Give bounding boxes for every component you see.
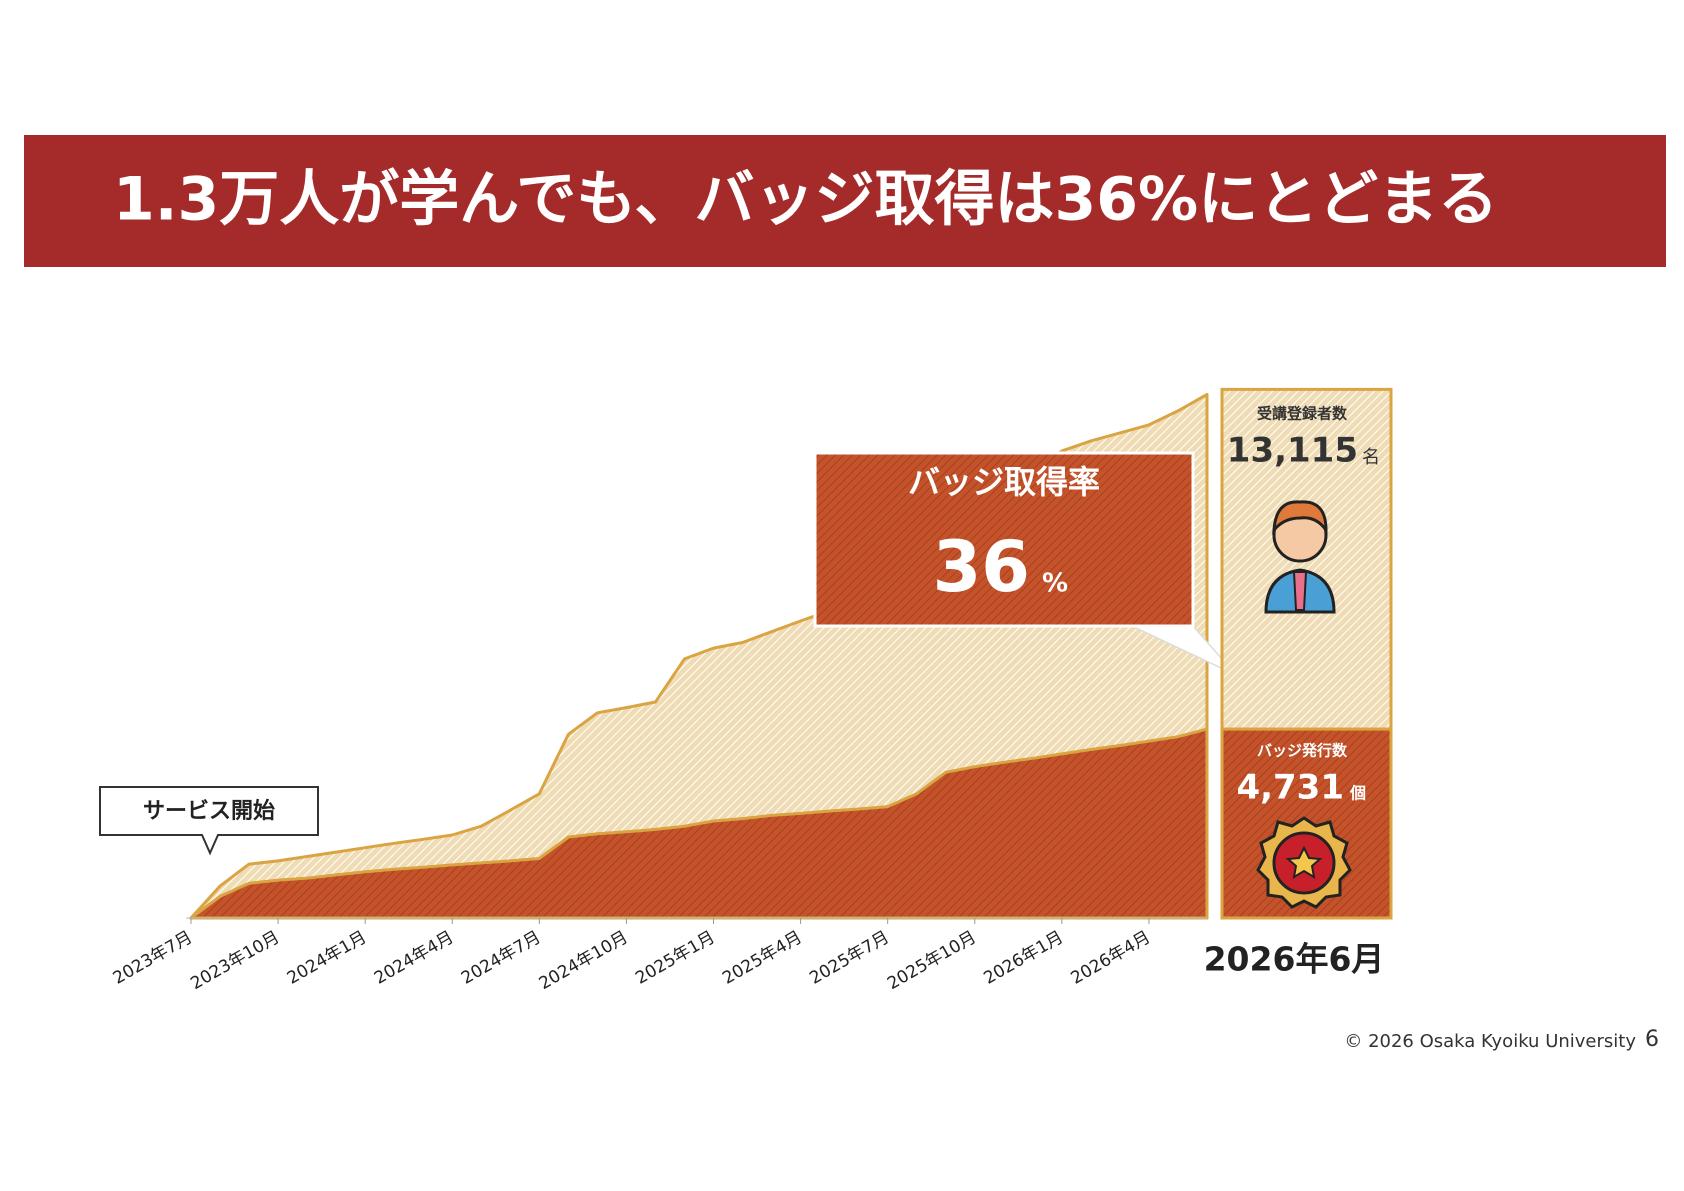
callout-label: バッジ取得率 <box>908 463 1100 501</box>
x-tick-label: 2024年1月 <box>284 927 370 988</box>
copyright: © 2026 Osaka Kyoiku University <box>1344 1031 1636 1052</box>
callout-box <box>813 451 1195 628</box>
enrolled-total: 13,115 <box>1227 431 1358 471</box>
x-tick-label: 2025年4月 <box>719 927 805 988</box>
title: 1.3万人が学んでも、バッジ取得は36%にとどまる <box>113 165 1498 235</box>
person-icon <box>1264 500 1336 614</box>
x-tick-label: 2023年7月 <box>110 927 196 988</box>
x-tick-label: 2025年10月 <box>884 927 980 994</box>
x-tick-label: 2024年10月 <box>536 927 632 994</box>
x-tick-label: 2024年4月 <box>371 927 457 988</box>
callout-value: 36 <box>933 526 1030 608</box>
x-tick-label: 2025年7月 <box>806 927 892 988</box>
annotation-text: サービス開始 <box>143 798 275 824</box>
x-tick-label: 2026年1月 <box>981 927 1067 988</box>
x-tick-label: 2023年10月 <box>187 927 283 994</box>
annotation: サービス開始 <box>99 786 319 856</box>
annotation-box <box>99 786 319 856</box>
callout-unit: % <box>1042 569 1068 599</box>
badges-unit: 個 <box>1349 784 1366 803</box>
x-tick-label: 2024年7月 <box>458 927 544 988</box>
badges-total: 4,731 <box>1236 768 1344 808</box>
medal-icon <box>1256 816 1352 909</box>
x-tick-label: 2025年1月 <box>632 927 718 988</box>
callout: バッジ取得率 36 % <box>813 451 1237 676</box>
end-date: 2026年6月 <box>1204 940 1385 979</box>
badges-label: バッジ発行数 <box>1257 742 1348 760</box>
x-tick-label: 2026年4月 <box>1068 927 1154 988</box>
enrolled-unit: 名 <box>1362 447 1380 468</box>
page-number: 6 <box>1645 1027 1659 1052</box>
area <box>189 727 1209 920</box>
enrolled-label: 受講登録者数 <box>1257 405 1348 423</box>
title-bar <box>24 135 1666 267</box>
